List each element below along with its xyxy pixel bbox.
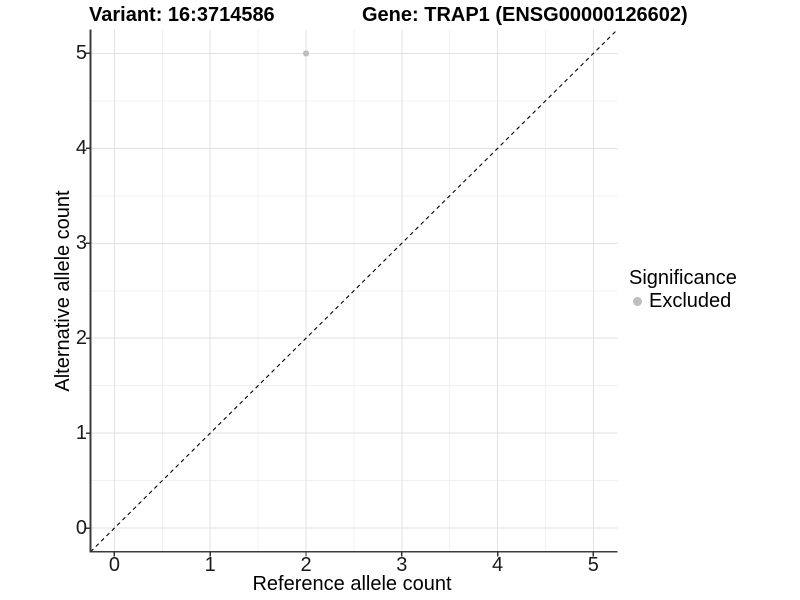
data-points [302,50,310,57]
y-tick-label-1: 1 [75,422,87,445]
x-tick-label-3: 3 [396,554,408,576]
x-tick-label-1: 1 [204,554,216,576]
grid-major [90,29,618,552]
y-axis-title: Alternative allele count [52,190,74,392]
data-point [302,50,310,57]
grid-minor [90,29,618,552]
x-tick-label-5: 5 [587,554,599,576]
legend-marker-excluded [633,297,642,306]
y-tick-label-0: 0 [75,517,87,540]
identity-line [90,29,618,553]
x-tick-label-0: 0 [108,554,120,576]
y-tick-label-5: 5 [75,42,87,65]
x-tick-label-4: 4 [492,554,504,576]
x-axis-title: Reference allele count [252,573,452,595]
legend: Significance Excluded [629,267,737,313]
x-tick-label-2: 2 [300,554,312,576]
plot-title-gene: Gene: TRAP1 (ENSG00000126602) [362,4,688,26]
legend-item-excluded: Excluded [629,290,737,313]
plot-title-variant: Variant: 16:3714586 [89,4,275,26]
y-tick-label-3: 3 [75,232,87,255]
y-tick-label-4: 4 [75,137,87,160]
y-tick-label-2: 2 [75,327,87,350]
legend-item-label: Excluded [649,290,732,312]
legend-title: Significance [629,267,737,289]
tick-marks [86,52,595,557]
